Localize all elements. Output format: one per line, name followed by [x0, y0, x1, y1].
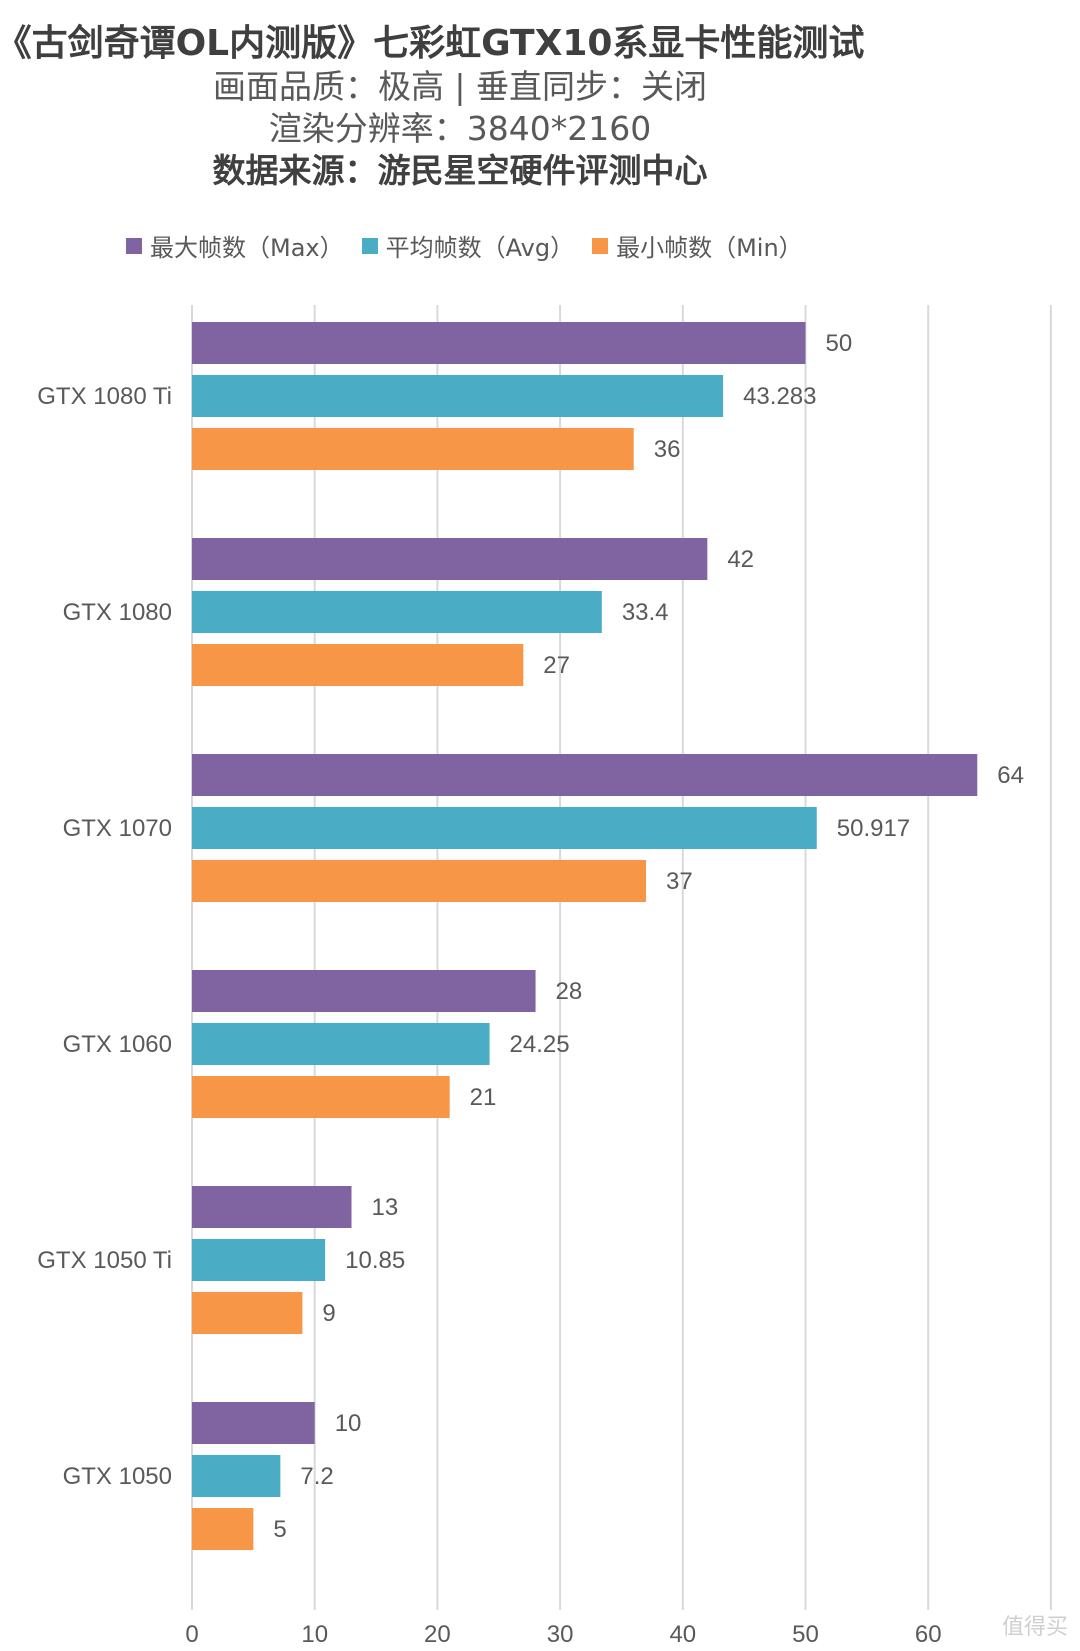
data-label-max: 64 [997, 762, 1024, 789]
x-tick-label: 30 [547, 1621, 574, 1648]
legend-swatch-min [592, 237, 609, 254]
legend-label-min: 最小帧数（Min） [616, 234, 803, 262]
data-source: 数据来源：游民星空硬件评测中心 [212, 151, 708, 190]
bar-avg [192, 807, 817, 849]
data-label-max: 13 [372, 1194, 399, 1221]
bar-max [192, 538, 708, 580]
category-label: GTX 1060 [63, 1031, 172, 1058]
data-label-avg: 33.4 [622, 599, 669, 626]
data-label-max: 50 [826, 330, 853, 357]
bar-min [192, 644, 524, 686]
x-tick-label: 0 [185, 1621, 198, 1648]
data-label-max: 10 [335, 1410, 362, 1437]
category-label: GTX 1080 Ti [37, 383, 172, 410]
bar-min [192, 1076, 450, 1118]
bar-avg [192, 1455, 281, 1497]
subtitle-quality: 画面品质：极高 | 垂直同步：关闭 [212, 67, 708, 106]
subtitle-resolution: 渲染分辨率：3840*2160 [268, 109, 652, 148]
legend-item-min: 最小帧数（Min） [592, 228, 803, 263]
watermark: 值得买 [1001, 1615, 1068, 1640]
bar-avg [192, 1023, 490, 1065]
chart-title: 《古剑奇谭OL内测版》七彩虹GTX10系显卡性能测试 [0, 23, 865, 64]
data-label-avg: 10.85 [345, 1247, 405, 1274]
legend-swatch-avg [361, 237, 378, 254]
legend-label-max: 最大帧数（Max） [150, 234, 344, 262]
data-label-min: 37 [666, 868, 693, 895]
data-label-max: 28 [556, 978, 583, 1005]
category-label: GTX 1080 [63, 599, 172, 626]
bar-max [192, 1186, 352, 1228]
bar-min [192, 1508, 254, 1550]
legend: 最大帧数（Max） 平均帧数（Avg） 最小帧数（Min） [126, 228, 803, 263]
data-label-min: 36 [654, 436, 681, 463]
category-label: GTX 1070 [63, 815, 172, 842]
bar-max [192, 970, 536, 1012]
legend-item-max: 最大帧数（Max） [126, 228, 344, 263]
data-label-avg: 50.917 [837, 815, 910, 842]
bar-max [192, 322, 806, 364]
bar-avg [192, 1239, 326, 1281]
data-label-avg: 7.2 [300, 1463, 333, 1490]
legend-label-avg: 平均帧数（Avg） [385, 234, 575, 262]
bar-avg [192, 591, 602, 633]
x-tick-label: 20 [424, 1621, 451, 1648]
data-label-min: 9 [322, 1300, 335, 1327]
data-label-min: 5 [273, 1516, 286, 1543]
bar-max [192, 754, 978, 796]
bar-min [192, 860, 646, 902]
bar-max [192, 1402, 315, 1444]
data-label-min: 21 [470, 1084, 497, 1111]
bar-min [192, 428, 634, 470]
category-label: GTX 1050 Ti [37, 1247, 172, 1274]
bar-avg [192, 375, 724, 417]
data-label-min: 27 [543, 652, 570, 679]
x-tick-label: 10 [301, 1621, 328, 1648]
bar-min [192, 1292, 303, 1334]
legend-swatch-max [126, 237, 142, 254]
x-tick-label: 40 [669, 1621, 696, 1648]
data-label-avg: 24.25 [510, 1031, 570, 1058]
data-label-max: 42 [727, 546, 754, 573]
legend-item-avg: 平均帧数（Avg） [361, 228, 575, 263]
data-label-avg: 43.283 [743, 383, 816, 410]
x-tick-label: 50 [792, 1621, 819, 1648]
category-label: GTX 1050 [63, 1463, 172, 1490]
x-tick-label: 60 [915, 1621, 942, 1648]
